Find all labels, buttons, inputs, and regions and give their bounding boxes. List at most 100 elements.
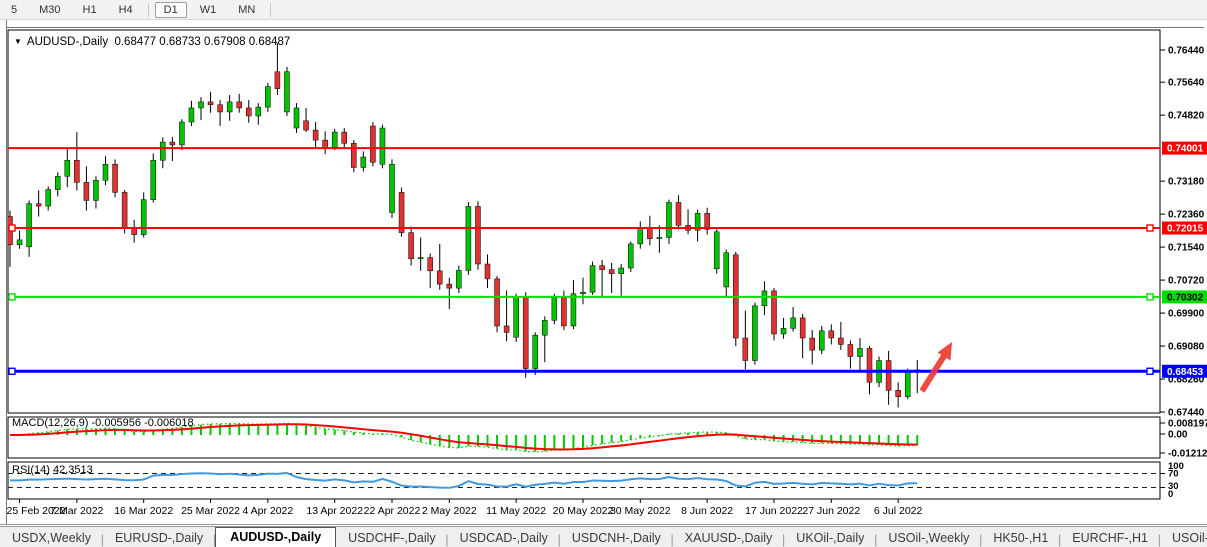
date-axis-label: 4 Apr 2022 [242,505,293,517]
price-axis-label: 0.69900 [1168,309,1205,320]
toolbar-separator [147,2,149,17]
tab-separator: | [1157,533,1161,547]
candle-body [742,337,749,361]
main-chart-panel[interactable] [7,29,1161,414]
date-axis-label: 20 May 2022 [553,505,614,517]
date-axis-label: 25 Feb 2022 [7,505,66,517]
price-axis-label: 0.75640 [1168,78,1205,89]
rsi-axis-label: 30 [1168,481,1179,492]
chart-tab-usoil-weekly[interactable]: USOil-,Weekly | [888,531,983,547]
chart-tab-usdcad-daily[interactable]: USDCAD-,Daily | [459,531,561,547]
candle-body [542,320,548,336]
candle-body [713,231,720,270]
timeframe-button-h1[interactable]: H1 [82,3,97,16]
chart-tab-xauusd-daily[interactable]: XAUUSD-,Daily | [684,531,786,547]
timeframe-button-5[interactable]: 5 [11,3,18,16]
line-handle-left[interactable] [8,293,16,301]
candle-body [580,291,586,295]
price-badge-0.70302 [1162,290,1207,304]
candle-body [484,263,491,280]
symbol-dropdown-icon[interactable]: ▼ [14,37,22,46]
candle-body [561,297,567,327]
chart-tab-hk50-h1[interactable]: HK50-,H1 | [993,531,1062,547]
line-handle-right[interactable] [1146,367,1154,375]
tab-separator: | [100,533,104,547]
tab-separator: | [1058,533,1062,547]
price-badge-text: 0.72015 [1167,223,1204,234]
candle-body [198,101,204,109]
candle-body [274,71,281,89]
candle-body [341,131,347,144]
price-axis-label: 0.67440 [1168,408,1205,419]
price-axis-label: 0.72360 [1168,210,1205,221]
chart-tab-usoil-h[interactable]: USOil-,H [1171,531,1207,545]
timeframe-button-m30[interactable]: M30 [39,3,61,16]
candle-body [761,290,768,307]
candle-body [398,192,405,233]
candle-body [179,121,185,146]
trend-arrow-annotation[interactable] [919,342,952,393]
macd-axis-label: -0.01212 [1168,449,1207,460]
chart-tab-ukoil-daily[interactable]: UKOil-,Daily | [796,531,878,547]
candle-body [160,141,166,161]
toolbar-separator [270,2,272,17]
candle-body [112,163,118,193]
rsi-axis-label: 70 [1168,469,1179,480]
macd-signal-line [9,423,918,451]
chart-tab-usdchf-daily[interactable]: USDCHF-,Daily | [348,531,449,547]
macd-name: MACD(12,26,9) [12,417,89,429]
candle-body [26,203,32,247]
price-badge-0.74001 [1162,141,1207,155]
line-handle-left[interactable] [8,224,16,232]
chart-tab-eurchf-h1[interactable]: EURCHF-,H1 | [1072,531,1161,547]
candle-body [322,139,328,148]
candle-body [723,252,729,288]
date-axis-label: 13 Apr 2022 [306,505,363,517]
candle-body [207,101,214,105]
candle-body [513,296,519,338]
date-axis-label: 25 Mar 2022 [181,505,240,517]
price-axis: 0.76440 0.75640 0.74820 0.73180 0.72360 0.715… [1160,46,1207,419]
candle-body [55,176,61,190]
date-axis-label: 22 Apr 2022 [364,505,421,517]
rsi-name: RSI(14) [12,464,50,476]
candle-body [74,159,80,183]
candle-body [437,270,443,285]
tab-separator: | [670,533,674,547]
candle-body [265,86,271,108]
candle-body [370,125,376,163]
price-axis-label: 0.76440 [1168,46,1205,57]
candle-body [819,330,825,351]
candle-body [828,330,835,339]
line-handle-left[interactable] [8,367,16,375]
price-badge-0.68453 [1162,364,1207,378]
timeframe-toolbar: 5 M30 H1 H4 D1 W1 MN [0,0,1207,20]
price-axis-label: 0.70720 [1168,276,1205,287]
chart-tab-eurusd-daily[interactable]: EURUSD-,Daily| [103,529,216,547]
timeframe-button-w1[interactable]: W1 [199,3,217,16]
chart-tab-usdx-weekly[interactable]: USDX,Weekly | [12,531,104,547]
candle-body [331,131,338,148]
line-handle-right[interactable] [1146,293,1154,301]
date-axis-label: 8 Jun 2022 [681,505,733,517]
timeframe-button-d1[interactable]: D1 [154,1,187,18]
chart-tab-usdcnh-daily[interactable]: USDCNH-,Daily | [571,531,674,547]
date-axis-label: 30 May 2022 [610,505,671,517]
rsi-panel[interactable] [7,461,1161,500]
candle-body [465,206,472,271]
candle-body [150,159,156,200]
timeframe-button-mn[interactable]: MN [238,3,256,16]
candle-body [169,141,176,146]
timeframe-button-h4[interactable]: H4 [118,3,133,16]
candle-body [628,243,634,269]
line-handle-right[interactable] [1146,224,1154,232]
candle-body [589,265,596,293]
chart-ohlc-values: 0.68477 0.68733 0.67908 0.68487 [114,36,291,48]
price-badge-text: 0.74001 [1167,144,1204,155]
candle-body [121,192,128,229]
chart-tab-audusd-daily[interactable]: AUDUSD-,Daily [215,527,337,547]
candle-body [188,107,195,123]
candle-body [16,239,23,245]
